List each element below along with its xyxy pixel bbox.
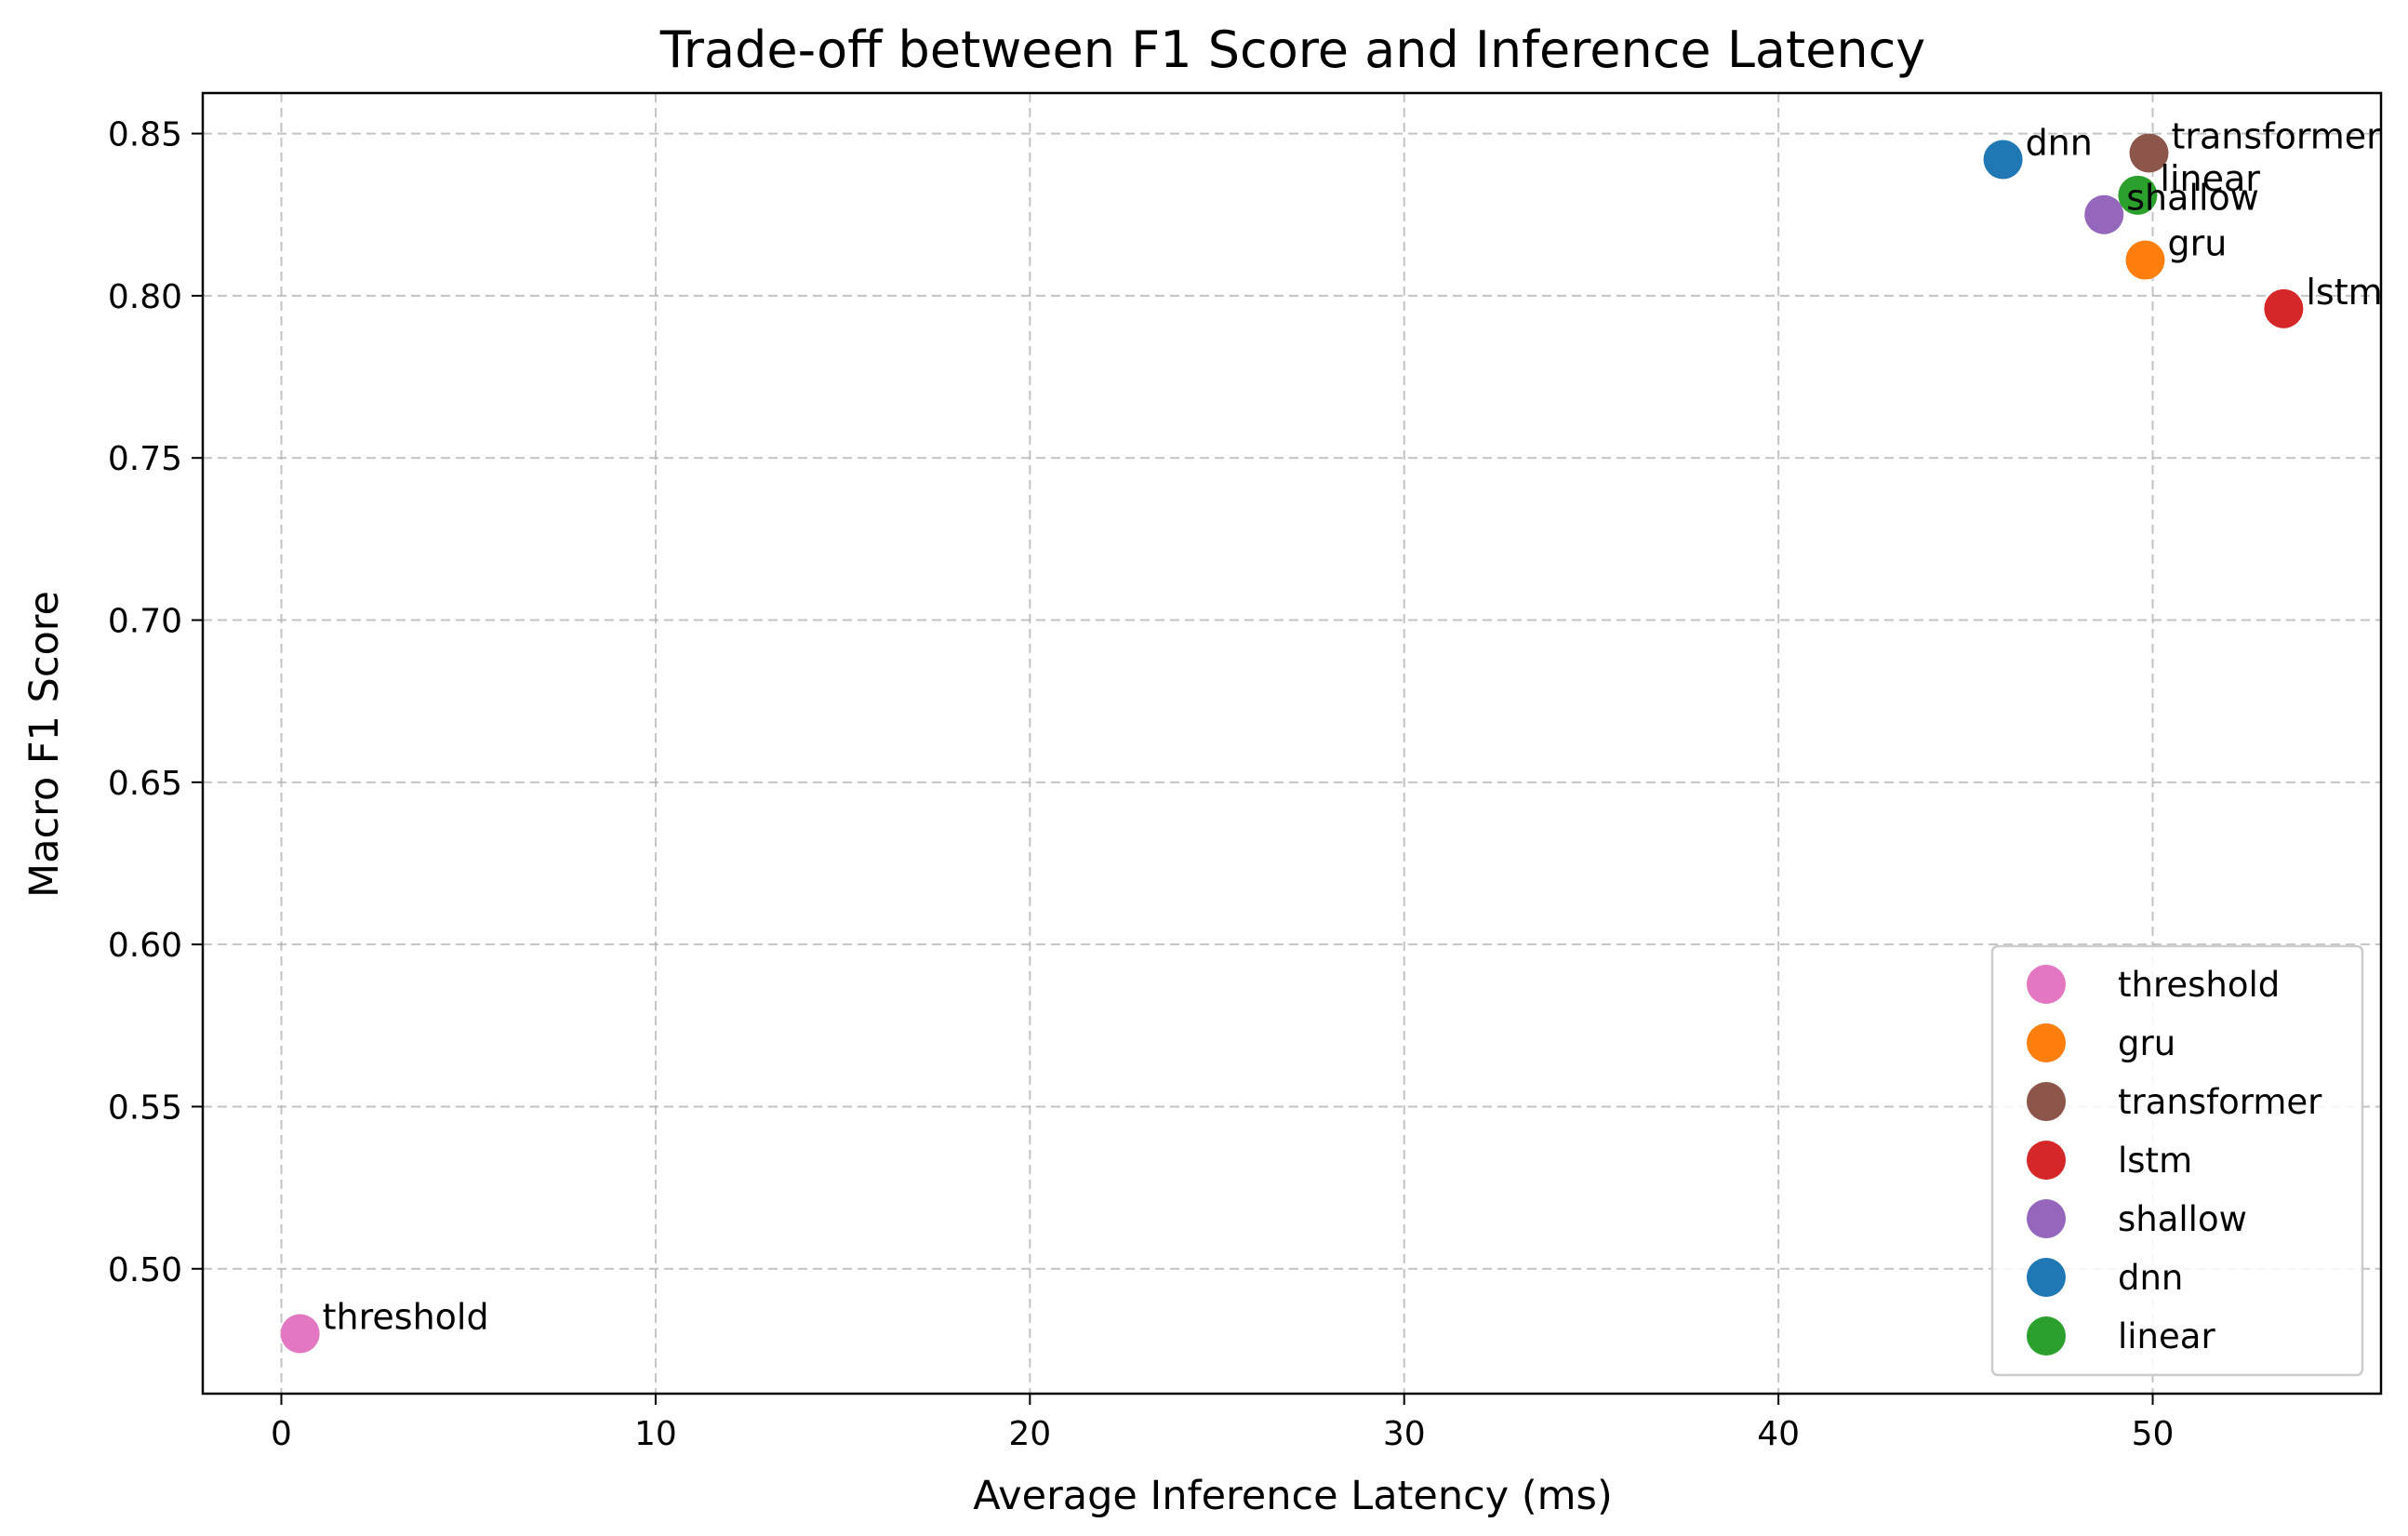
x-tick-label: 20 — [1008, 1415, 1051, 1453]
point-label-linear: linear — [2160, 158, 2260, 199]
point-label-shallow: shallow — [2126, 178, 2259, 219]
legend-label-transformer: transformer — [2118, 1082, 2322, 1122]
data-point-lstm — [2264, 288, 2304, 328]
point-labels-layer: threshold gru transformer lstm shallow dnn lin… — [323, 115, 2383, 1337]
legend-marker-lstm — [2027, 1141, 2066, 1180]
point-label-transformer: transformer — [2172, 115, 2382, 156]
axes-frame — [201, 91, 2383, 1396]
data-point-linear — [2118, 175, 2158, 215]
y-tick-label: 0.50 — [108, 1251, 182, 1289]
legend-box — [1990, 944, 2364, 1377]
y-tick-label: 0.75 — [108, 440, 182, 478]
y-tick-label: 0.55 — [108, 1089, 182, 1127]
points-layer — [280, 133, 2304, 1354]
legend-label-threshold: threshold — [2118, 965, 2280, 1005]
data-point-shallow — [2084, 194, 2124, 234]
legend: threshold gru transformer lstm shallow dnn lin… — [1990, 944, 2364, 1377]
legend-marker-threshold — [2027, 965, 2066, 1004]
point-label-gru: gru — [2167, 223, 2227, 264]
grid-layer — [203, 93, 2381, 1394]
legend-label-dnn: dnn — [2118, 1258, 2183, 1298]
legend-marker-shallow — [2027, 1199, 2066, 1238]
x-tick-label: 10 — [634, 1415, 677, 1453]
point-label-threshold: threshold — [323, 1297, 489, 1338]
legend-marker-dnn — [2027, 1258, 2066, 1297]
legend-label-lstm: lstm — [2118, 1141, 2192, 1181]
y-tick-label: 0.70 — [108, 603, 182, 641]
y-tick-label: 0.85 — [108, 116, 182, 154]
x-tick-label: 40 — [1757, 1415, 1800, 1453]
legend-marker-linear — [2027, 1316, 2066, 1356]
data-point-gru — [2125, 240, 2165, 280]
x-tick-label: 50 — [2132, 1415, 2175, 1453]
legend-marker-gru — [2027, 1023, 2066, 1062]
tick-layer: 0 10 20 30 40 50 0.50 0.55 0.60 0.65 0.70 0.75 0.80 0… — [108, 116, 2175, 1453]
y-axis-label: Macro F1 Score — [21, 591, 68, 898]
legend-label-shallow: shallow — [2118, 1199, 2247, 1239]
data-point-dnn — [1983, 140, 2023, 180]
legend-label-linear: linear — [2118, 1316, 2215, 1356]
point-label-dnn: dnn — [2026, 122, 2093, 163]
y-tick-label: 0.80 — [108, 278, 182, 316]
y-tick-label: 0.60 — [108, 927, 182, 965]
data-point-threshold — [280, 1314, 320, 1354]
x-tick-label: 30 — [1383, 1415, 1426, 1453]
x-axis-label: Average Inference Latency (ms) — [973, 1473, 1612, 1519]
legend-marker-transformer — [2027, 1082, 2066, 1121]
point-label-lstm: lstm — [2306, 272, 2382, 313]
legend-label-gru: gru — [2118, 1023, 2175, 1063]
x-tick-label: 0 — [271, 1415, 292, 1453]
y-tick-label: 0.65 — [108, 765, 182, 803]
data-point-transformer — [2129, 133, 2169, 173]
chart-title: Trade-off between F1 Score and Inference… — [659, 20, 1926, 79]
